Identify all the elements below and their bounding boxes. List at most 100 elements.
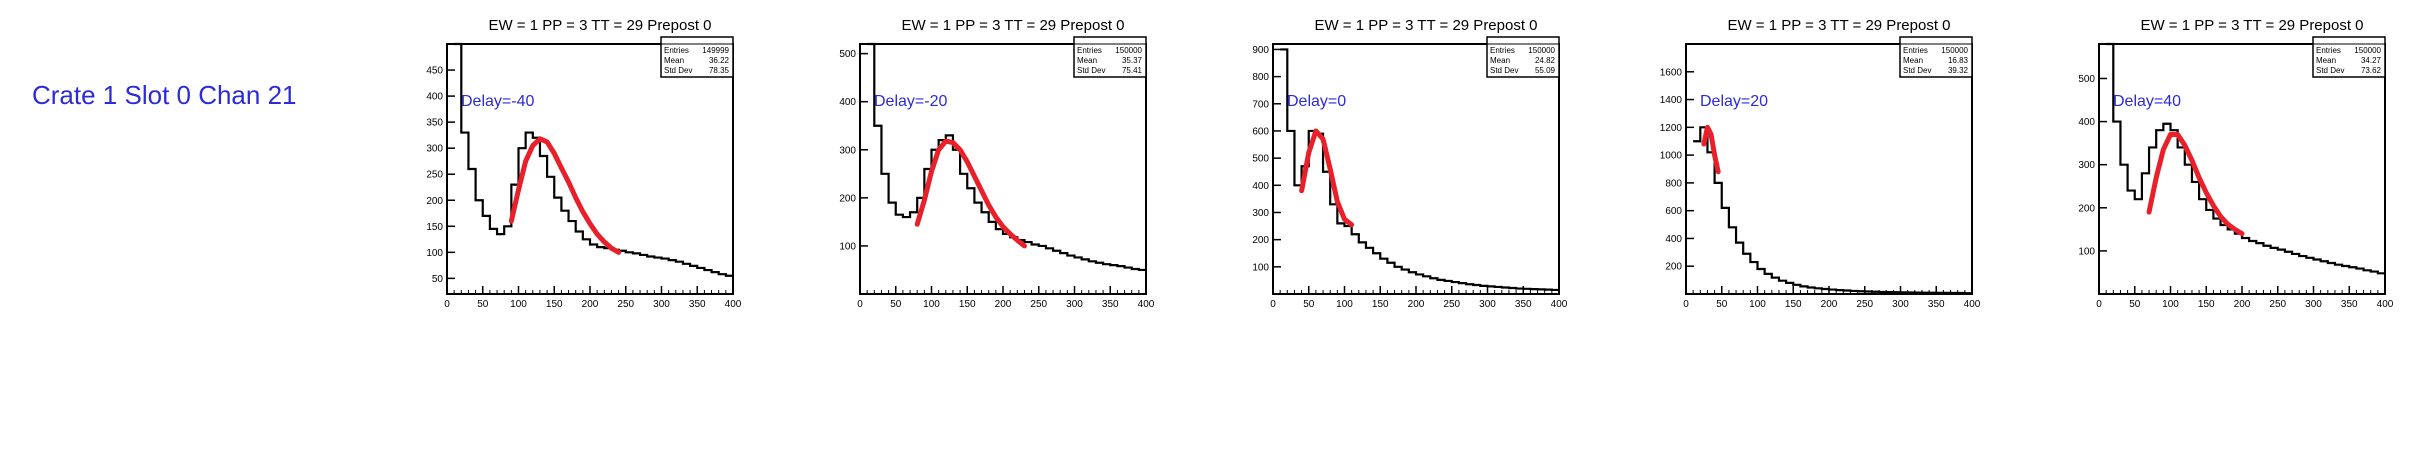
plot-frame [859, 43, 1147, 295]
y-tick-label: 400 [1665, 234, 1682, 245]
stats-label: Std Dev [1490, 66, 1518, 75]
stats-label: Entries [1903, 46, 1928, 55]
y-tick-label: 800 [1252, 72, 1269, 83]
stats-value: 73.62 [2361, 66, 2382, 75]
stats-value: 75.41 [1122, 66, 1143, 75]
x-tick-label: 0 [2096, 299, 2102, 310]
y-tick-label: 500 [2078, 74, 2095, 85]
x-tick-label: 200 [2234, 299, 2251, 310]
stats-value: 78.35 [709, 66, 730, 75]
x-tick-label: 50 [1303, 299, 1315, 310]
chart-title: EW = 1 PP = 3 TT = 29 Prepost 0 [1314, 17, 1537, 34]
x-tick-label: 100 [2162, 299, 2179, 310]
stats-value: 150000 [2354, 46, 2381, 55]
fit-curve [914, 138, 1027, 249]
x-tick-label: 200 [1408, 299, 1425, 310]
x-tick-label: 100 [1336, 299, 1353, 310]
y-tick-label: 450 [426, 66, 443, 77]
stats-value: 150000 [1115, 46, 1142, 55]
x-tick-label: 150 [2198, 299, 2215, 310]
y-tick-label: 800 [1665, 178, 1682, 189]
histogram-series [2106, 42, 2385, 275]
y-tick-label: 200 [426, 196, 443, 207]
y-tick-label: 600 [1252, 126, 1269, 137]
histogram-series [1280, 48, 1559, 292]
y-tick-label: 300 [426, 144, 443, 155]
y-tick-label: 1200 [1660, 123, 1683, 134]
x-tick-label: 200 [582, 299, 599, 310]
x-tick-label: 400 [725, 299, 742, 310]
x-tick-label: 150 [1372, 299, 1389, 310]
x-tick-label: 0 [1683, 299, 1689, 310]
x-tick-label: 50 [1716, 299, 1728, 310]
x-tick-label: 150 [546, 299, 563, 310]
x-tick-label: 250 [1856, 299, 1873, 310]
y-tick-label: 700 [1252, 99, 1269, 110]
x-tick-label: 350 [1515, 299, 1532, 310]
x-tick-label: 50 [477, 299, 489, 310]
y-tick-label: 150 [426, 222, 443, 233]
y-tick-label: 100 [426, 248, 443, 259]
chart-title: EW = 1 PP = 3 TT = 29 Prepost 0 [1727, 17, 1950, 34]
x-tick-label: 300 [653, 299, 670, 310]
y-tick-label: 50 [432, 274, 444, 285]
x-tick-label: 250 [617, 299, 634, 310]
stats-label: Entries [2316, 46, 2341, 55]
x-tick-label: 100 [1749, 299, 1766, 310]
x-tick-label: 350 [1102, 299, 1119, 310]
x-tick-label: 150 [959, 299, 976, 310]
plot-frame [446, 43, 734, 295]
x-tick-label: 300 [1892, 299, 1909, 310]
y-tick-label: 300 [839, 145, 856, 156]
y-tick-label: 100 [1252, 262, 1269, 273]
x-tick-label: 200 [995, 299, 1012, 310]
x-tick-label: 0 [444, 299, 450, 310]
delay-annotation: Delay=20 [1700, 93, 1768, 110]
stats-label: Mean [1903, 56, 1923, 65]
stats-label: Std Dev [1077, 66, 1105, 75]
stats-value: 34.27 [2361, 56, 2382, 65]
y-tick-label: 400 [2078, 117, 2095, 128]
y-tick-label: 200 [2078, 203, 2095, 214]
fit-curve [508, 136, 622, 255]
histogram-series [1693, 126, 1972, 295]
delay-annotation: Delay=-20 [874, 93, 947, 110]
stats-label: Std Dev [2316, 66, 2344, 75]
y-tick-label: 300 [2078, 160, 2095, 171]
x-tick-label: 0 [1270, 299, 1276, 310]
y-tick-label: 400 [1252, 181, 1269, 192]
x-tick-label: 100 [923, 299, 940, 310]
x-tick-label: 400 [2377, 299, 2394, 310]
delay-annotation: Delay=40 [2113, 93, 2181, 110]
chart-title: EW = 1 PP = 3 TT = 29 Prepost 0 [901, 17, 1124, 34]
plot-frame [1685, 43, 1973, 295]
x-tick-label: 0 [857, 299, 863, 310]
y-tick-label: 500 [1252, 154, 1269, 165]
y-tick-label: 1000 [1660, 151, 1683, 162]
delay-annotation: Delay=0 [1287, 93, 1346, 110]
stats-label: Mean [2316, 56, 2336, 65]
y-tick-label: 900 [1252, 45, 1269, 56]
stats-value: 149999 [702, 46, 729, 55]
y-tick-label: 100 [839, 241, 856, 252]
x-tick-label: 400 [1551, 299, 1568, 310]
x-tick-label: 250 [2269, 299, 2286, 310]
fit-curve [2146, 132, 2245, 237]
stats-value: 35.37 [1122, 56, 1143, 65]
y-tick-label: 200 [1665, 262, 1682, 273]
x-tick-label: 400 [1138, 299, 1155, 310]
stats-value: 150000 [1528, 46, 1555, 55]
stats-label: Mean [1077, 56, 1097, 65]
y-tick-label: 350 [426, 118, 443, 129]
plot-frame [2098, 43, 2386, 295]
stats-value: 55.09 [1535, 66, 1556, 75]
stats-label: Entries [1077, 46, 1102, 55]
x-tick-label: 200 [1821, 299, 1838, 310]
x-tick-label: 250 [1030, 299, 1047, 310]
stats-value: 39.32 [1948, 66, 1969, 75]
y-tick-label: 100 [2078, 246, 2095, 257]
x-tick-label: 50 [2129, 299, 2141, 310]
x-tick-label: 300 [2305, 299, 2322, 310]
x-tick-label: 150 [1785, 299, 1802, 310]
